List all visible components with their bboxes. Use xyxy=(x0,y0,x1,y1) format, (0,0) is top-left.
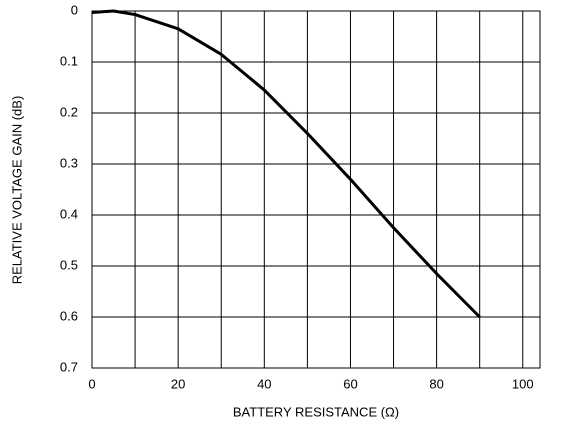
x-tick-label: 20 xyxy=(171,376,185,391)
y-tick-label: 0.4 xyxy=(60,206,78,221)
y-tick-label: 0 xyxy=(71,2,78,17)
x-tick-label: 60 xyxy=(343,376,357,391)
y-tick-label: 0.7 xyxy=(60,359,78,374)
x-tick-label: 80 xyxy=(429,376,443,391)
y-tick-label: 0.3 xyxy=(60,155,78,170)
y-tick-label: 0.1 xyxy=(60,53,78,68)
y-axis-label: RELATIVE VOLTAGE GAIN (dB) xyxy=(9,96,24,285)
x-tick-label: 100 xyxy=(512,376,534,391)
y-tick-label: 0.2 xyxy=(60,104,78,119)
y-tick-label: 0.6 xyxy=(60,308,78,323)
y-tick-label: 0.5 xyxy=(60,257,78,272)
data-line xyxy=(91,9,481,319)
x-tick-label: 0 xyxy=(88,376,95,391)
x-tick-label: 40 xyxy=(257,376,271,391)
x-axis-label: BATTERY RESISTANCE (Ω) xyxy=(233,404,399,419)
plot-frame xyxy=(91,10,541,369)
